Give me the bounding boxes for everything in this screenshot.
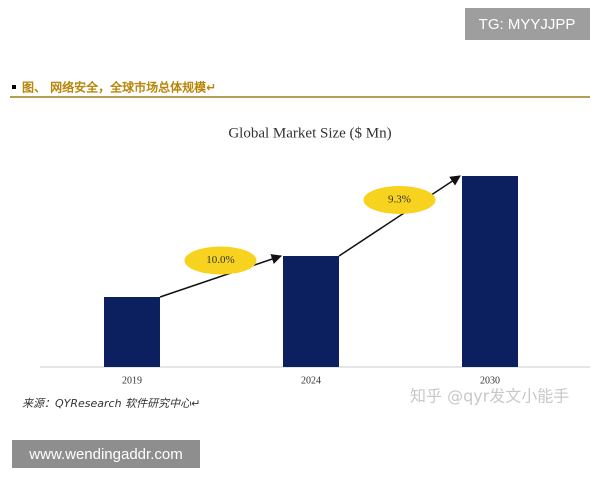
- annotation: 9.3%: [388, 194, 411, 206]
- bar: [283, 256, 339, 367]
- header: 图、 网络安全，全球市场总体规模↵: [22, 80, 216, 95]
- x-tick-label: 2030: [480, 375, 500, 386]
- annotation-bubble: [363, 186, 436, 214]
- growth-arrow: [159, 254, 282, 298]
- badge: TG: MYYJJPP: [479, 16, 576, 33]
- annotation: 10.0%: [206, 254, 234, 266]
- badge-box: [465, 8, 590, 40]
- x-tick-label: 2024: [301, 375, 321, 386]
- bar: [462, 176, 518, 367]
- watermark: 知乎 @qyr发文小能手: [410, 387, 569, 406]
- chart-title: Global Market Size ($ Mn): [228, 125, 391, 141]
- bar: [104, 297, 160, 367]
- plot: 2019 2024 2030 10.0% 9.3%: [104, 175, 518, 386]
- footer-box: [12, 440, 200, 468]
- x-tick-label: 2019: [122, 375, 142, 386]
- annotation-bubble: [184, 246, 257, 275]
- footer-url: www.wendingaddr.com: [28, 446, 182, 463]
- source: 来源：QYResearch 软件研究中心↵: [22, 397, 200, 410]
- bullet: [12, 85, 16, 89]
- growth-arrow: [338, 175, 461, 257]
